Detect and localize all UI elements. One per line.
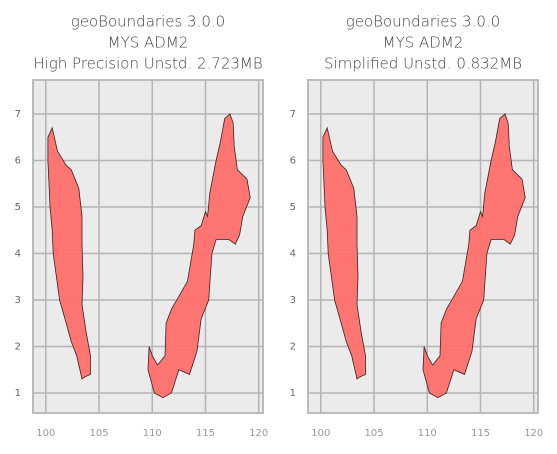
region-shape [47, 126, 91, 380]
y-tick-label: 1 [290, 388, 296, 399]
y-tick-label: 5 [15, 202, 21, 213]
x-tick-label: 100 [311, 428, 330, 439]
region-shape [322, 126, 366, 380]
region-shape [422, 113, 526, 399]
y-tick-label: 7 [15, 109, 21, 120]
chart-title: geoBoundaries 3.0.0 [346, 13, 500, 31]
x-tick-label: 100 [36, 428, 55, 439]
y-tick-label: 1 [15, 388, 21, 399]
x-tick-label: 115 [196, 428, 215, 439]
chart-title: MYS ADM2 [383, 34, 464, 52]
x-tick-label: 110 [143, 428, 162, 439]
x-tick-label: 110 [418, 428, 437, 439]
x-tick-label: 105 [89, 428, 108, 439]
y-tick-label: 5 [290, 202, 296, 213]
y-tick-label: 3 [15, 295, 21, 306]
chart-title: Simplified Unstd. 0.832MB [324, 55, 522, 73]
y-tick-label: 6 [290, 155, 296, 166]
x-tick-label: 120 [524, 428, 543, 439]
region-shape [147, 113, 251, 399]
x-tick-label: 120 [249, 428, 268, 439]
chart-title: MYS ADM2 [108, 34, 189, 52]
x-tick-label: 105 [364, 428, 383, 439]
y-tick-label: 4 [290, 248, 296, 259]
y-tick-label: 7 [290, 109, 296, 120]
y-tick-label: 6 [15, 155, 21, 166]
x-tick-label: 115 [471, 428, 490, 439]
chart-title: geoBoundaries 3.0.0 [71, 13, 225, 31]
chart-title: High Precision Unstd. 2.723MB [33, 55, 262, 73]
y-tick-label: 3 [290, 295, 296, 306]
y-tick-label: 4 [15, 248, 21, 259]
y-tick-label: 2 [290, 341, 296, 352]
y-tick-label: 2 [15, 341, 21, 352]
